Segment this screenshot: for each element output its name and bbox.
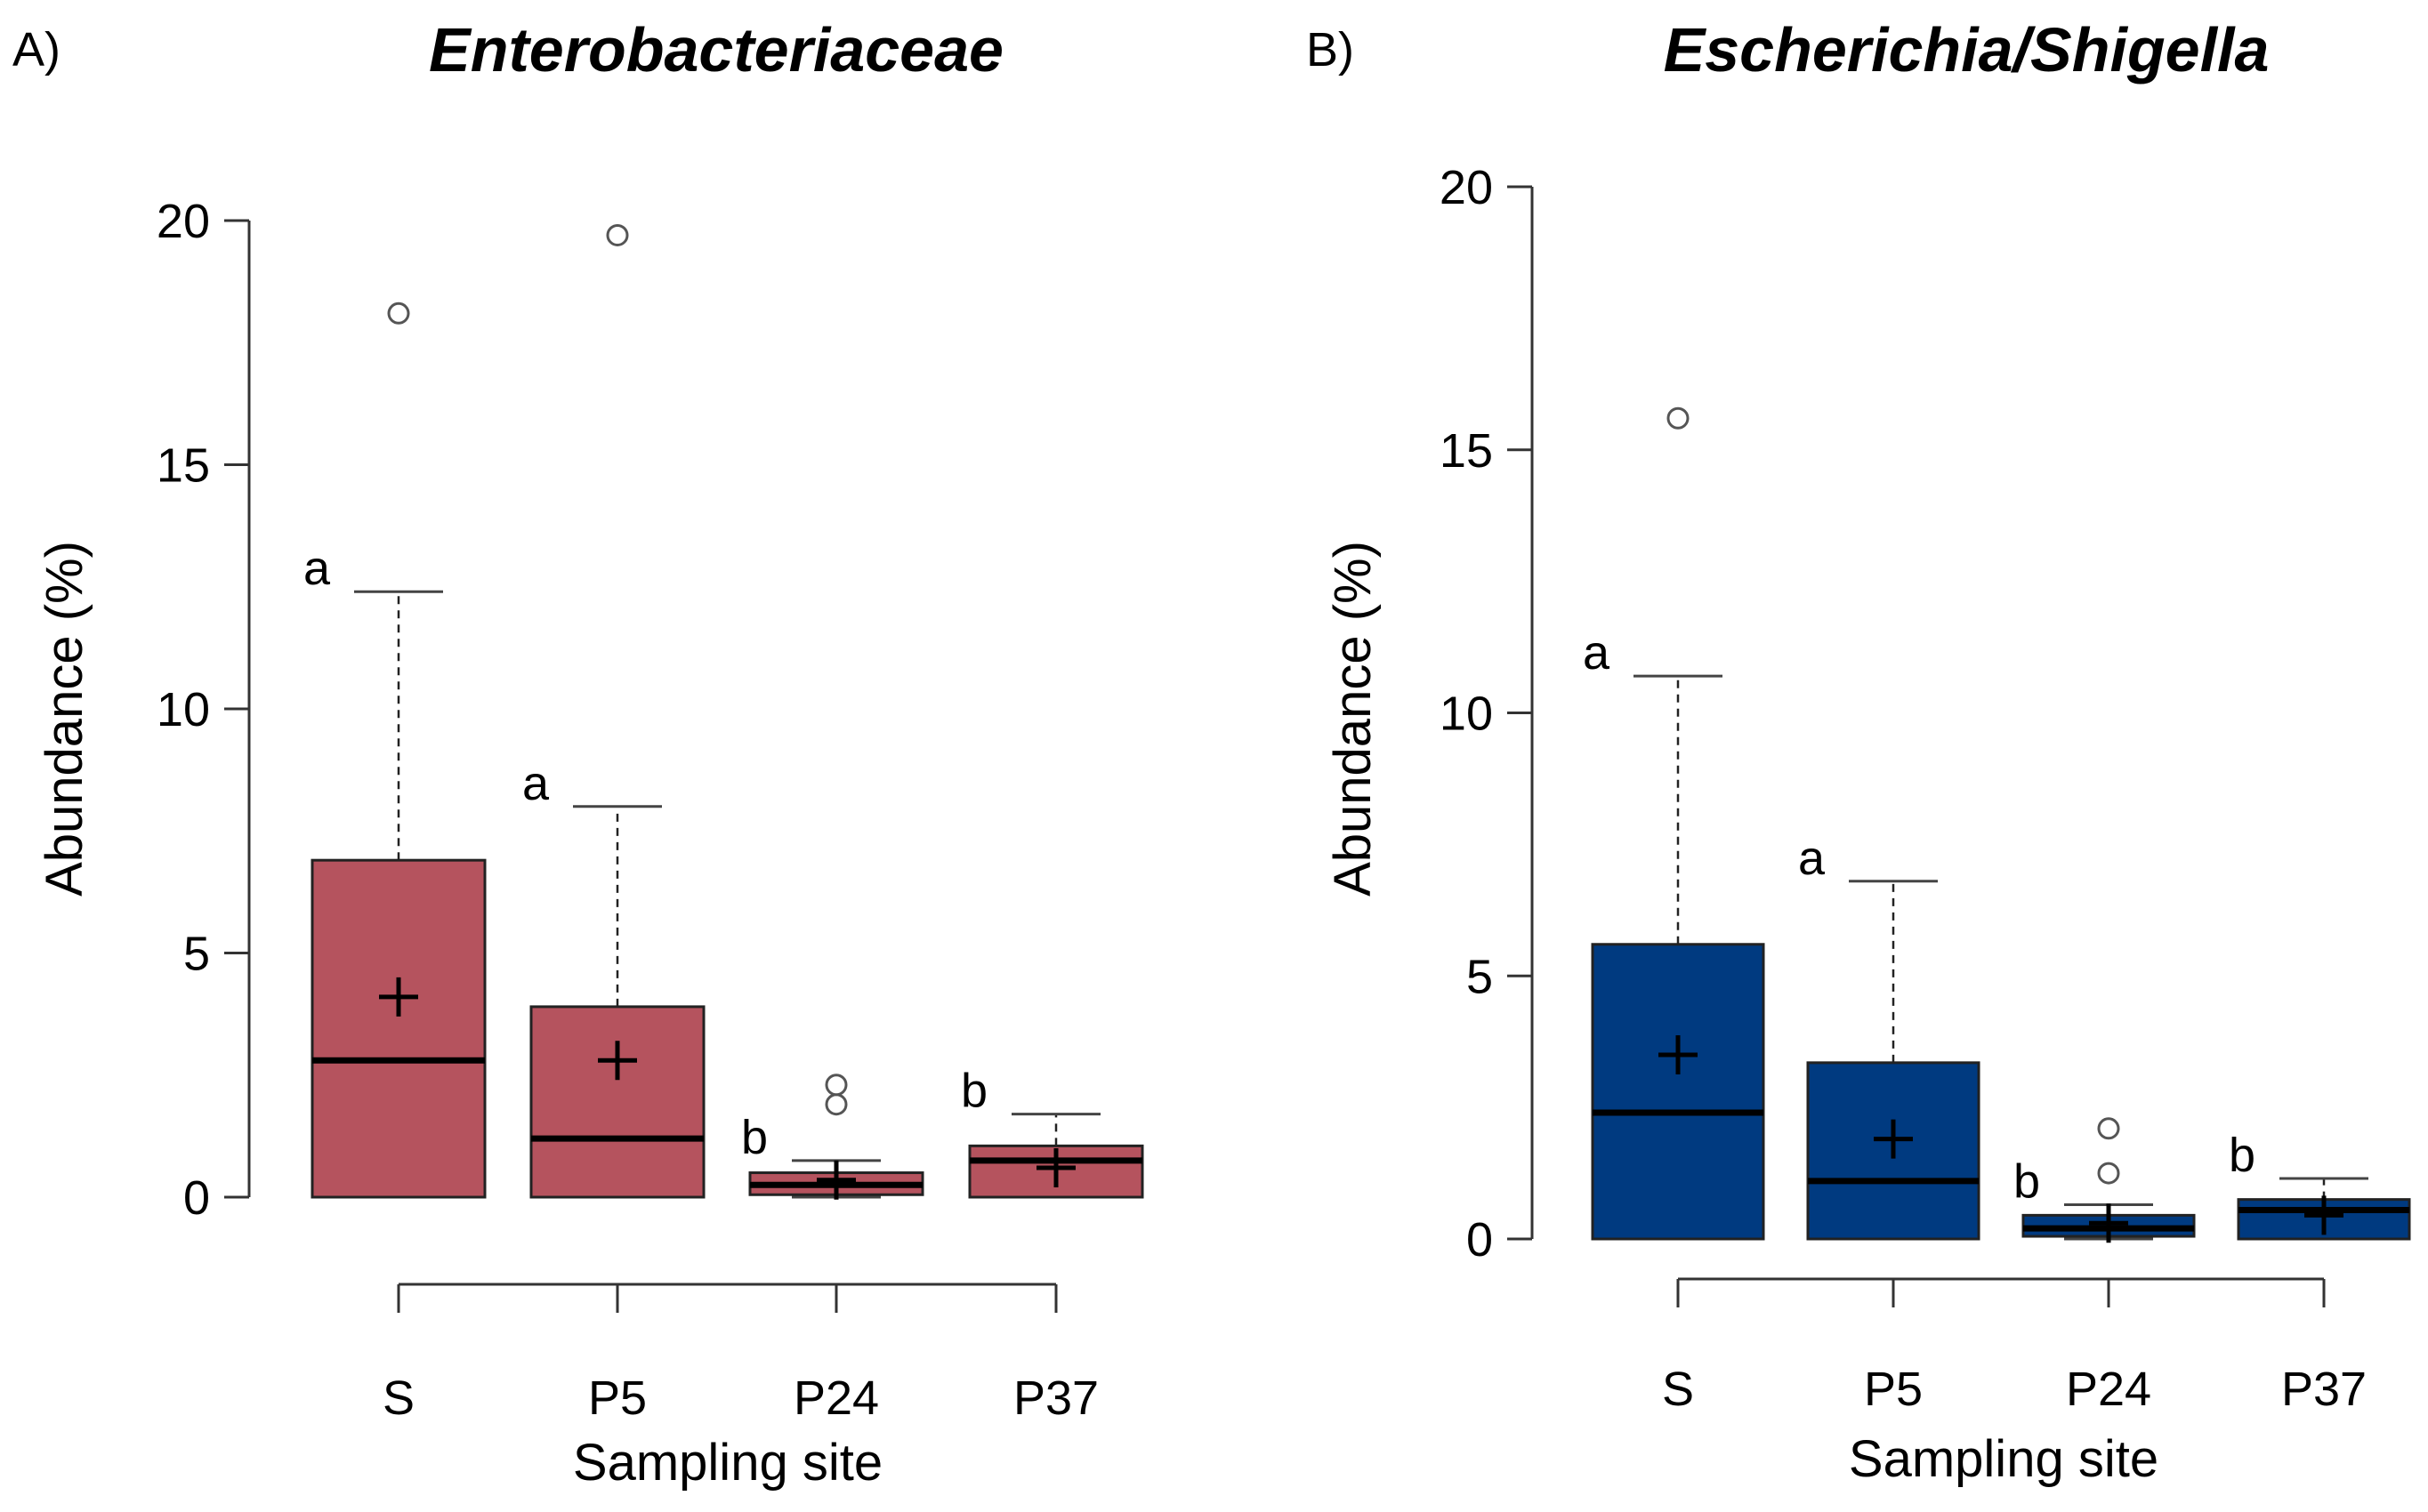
box-p24: b [741,1074,924,1200]
outlier-point [2097,1117,2120,1140]
x-tick-label: P24 [794,1371,879,1425]
y-tick-label: 0 [1466,1213,1493,1267]
panel-b-plot-area: 0 5 10 15 20 S P5 P24 P37 a a b b [1440,161,2411,1416]
panel-a-title: Enterobacteriaceae [429,15,1004,84]
x-tick-label: P37 [2281,1363,2367,1416]
outlier-point [825,1074,848,1097]
y-tick-label: 20 [1440,161,1493,214]
panel-a: A) Enterobacteriaceae Abundance (%) Samp… [12,15,1144,1492]
x-tick-label: S [1662,1363,1694,1416]
panel-b-y-axis-label: Abundance (%) [1324,541,1382,897]
x-tick-label: S [383,1371,415,1425]
panel-b: B) Escherichia/Shigella Abundance (%) Sa… [1306,15,2411,1488]
x-tick-label: P24 [2066,1363,2151,1416]
y-tick-label: 10 [1440,688,1493,741]
panel-a-label: A) [12,23,60,76]
box-p5: a [522,223,706,1199]
y-tick-label: 15 [157,439,210,493]
y-tick-label: 5 [1466,950,1493,1003]
panel-a-y-axis-label: Abundance (%) [36,541,93,897]
box-p37: b [961,1065,1144,1199]
significance-letter: a [1798,832,1826,885]
box-s: a [303,302,487,1199]
y-tick-label: 20 [157,195,210,248]
significance-letter: a [522,757,550,810]
y-tick-label: 5 [183,928,210,981]
significance-letter: b [2229,1129,2255,1182]
outlier-point [2097,1162,2120,1185]
panel-a-x-axis-label: Sampling site [573,1434,883,1492]
y-tick-label: 10 [157,683,210,736]
iqr-box [1591,943,1765,1241]
outlier-point [387,302,410,325]
iqr-box [529,1005,706,1199]
significance-letter: a [1583,626,1610,680]
panel-b-label: B) [1306,23,1354,76]
x-tick-label: P37 [1013,1371,1099,1425]
significance-letter: a [303,542,331,595]
significance-letter: b [961,1065,988,1118]
significance-letter: b [2013,1155,2040,1209]
y-tick-label: 0 [183,1171,210,1225]
box-p24: b [2013,1117,2196,1243]
outlier-point [825,1093,848,1116]
box-p37: b [2229,1129,2411,1241]
panel-b-title: Escherichia/Shigella [1664,15,2270,84]
x-tick-label: P5 [1864,1363,1923,1416]
significance-letter: b [741,1111,768,1164]
outlier-point [606,223,629,246]
panel-a-plot-area: 0 5 10 15 20 S P5 P24 P37 a a b b [157,195,1144,1425]
panel-b-x-axis-label: Sampling site [1849,1430,2158,1488]
y-tick-label: 15 [1440,424,1493,478]
outlier-point [1666,406,1690,430]
box-p5: a [1798,832,1980,1241]
x-tick-label: P5 [588,1371,647,1425]
iqr-box [311,858,487,1199]
box-s: a [1583,406,1765,1241]
